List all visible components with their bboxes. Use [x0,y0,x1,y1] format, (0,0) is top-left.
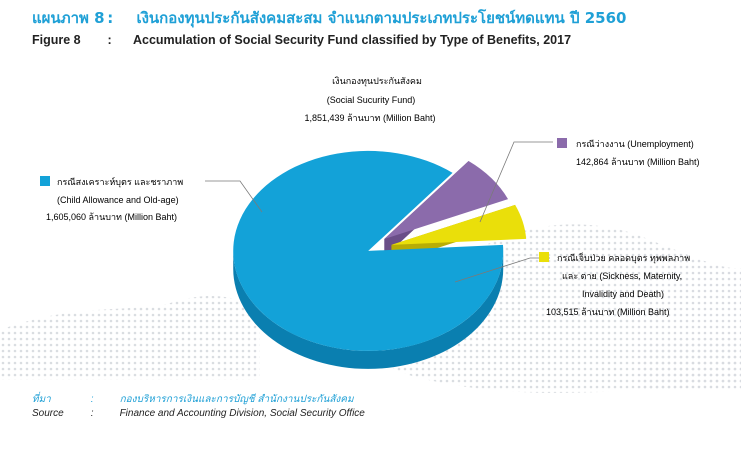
figure-title-thai: แผนภาพ 8 : เงินกองทุนประกันสังคมสะสม จำแ… [32,6,626,30]
figure-text-thai: เงินกองทุนประกันสังคมสะสม จำแนกตามประเภท… [136,9,627,27]
slice-value-sickness: 103,515 ล้านบาท (Million Baht) [546,307,669,317]
source-row-english: Source : Finance and Accounting Division… [32,408,365,419]
slice-label-child-english: (Child Allowance and Old-age) [57,195,179,205]
source-label-thai: ที่มา [32,394,51,405]
figure-title-english: Figure 8 : Accumulation of Social Securi… [32,33,571,47]
leader-line-child [205,180,263,213]
total-label-thai: เงินกองทุนประกันสังคม [332,76,422,87]
source-row-thai: ที่มา : กองบริหารการเงินและการบัญชี สำนั… [32,392,354,407]
legend-swatch-sickness [539,252,549,262]
legend-swatch-child [40,176,50,186]
slice-value-child: 1,605,060 ล้านบาท (Million Baht) [46,212,177,222]
pie-slice-unemployment [384,160,509,240]
pie-slice-child-allowance [233,150,504,351]
total-value: 1,851,439 ล้านบาท (Million Baht) [305,113,436,123]
figure-label-english: Figure 8 [32,33,81,47]
legend-swatch-unemployment [557,138,567,148]
figure-label-thai: แผนภาพ 8 [32,9,105,27]
figure-colon-thai: : [107,9,114,27]
source-text-thai: กองบริหารการเงินและการบัญชี สำนักงานประก… [119,394,354,405]
figure-colon-english: : [107,33,112,47]
pie-group [233,150,527,369]
slice-label-child-thai: กรณีสงเคราะห์บุตร และชราภาพ [57,176,183,188]
slice-label-sickness-thai: กรณีเจ็บป่วย คลอดบุตร ทุพพลภาพ [557,251,690,264]
figure-text-english: Accumulation of Social Security Fund cla… [132,33,572,47]
slice-label-unemployment: กรณีว่างงาน (Unemployment) [576,139,694,149]
slice-label-sickness-english-2: Invalidity and Death) [582,289,664,299]
source-colon-thai: : [90,394,94,405]
slice-label-sickness-english: และ ตาย (Sickness, Maternity, [562,271,682,281]
leader-line-unemployment [479,141,553,223]
total-label-english: (Social Sucurity Fund) [327,95,416,105]
source-colon-english: : [90,408,94,419]
slice-value-unemployment: 142,864 ล้านบาท (Million Baht) [576,157,699,167]
source-label-english: Source [32,408,64,419]
pie-slice-side-child-allowance [233,250,504,369]
pie-slice-sickness [391,204,527,245]
source-text-english: Finance and Accounting Division, Social … [119,408,365,419]
